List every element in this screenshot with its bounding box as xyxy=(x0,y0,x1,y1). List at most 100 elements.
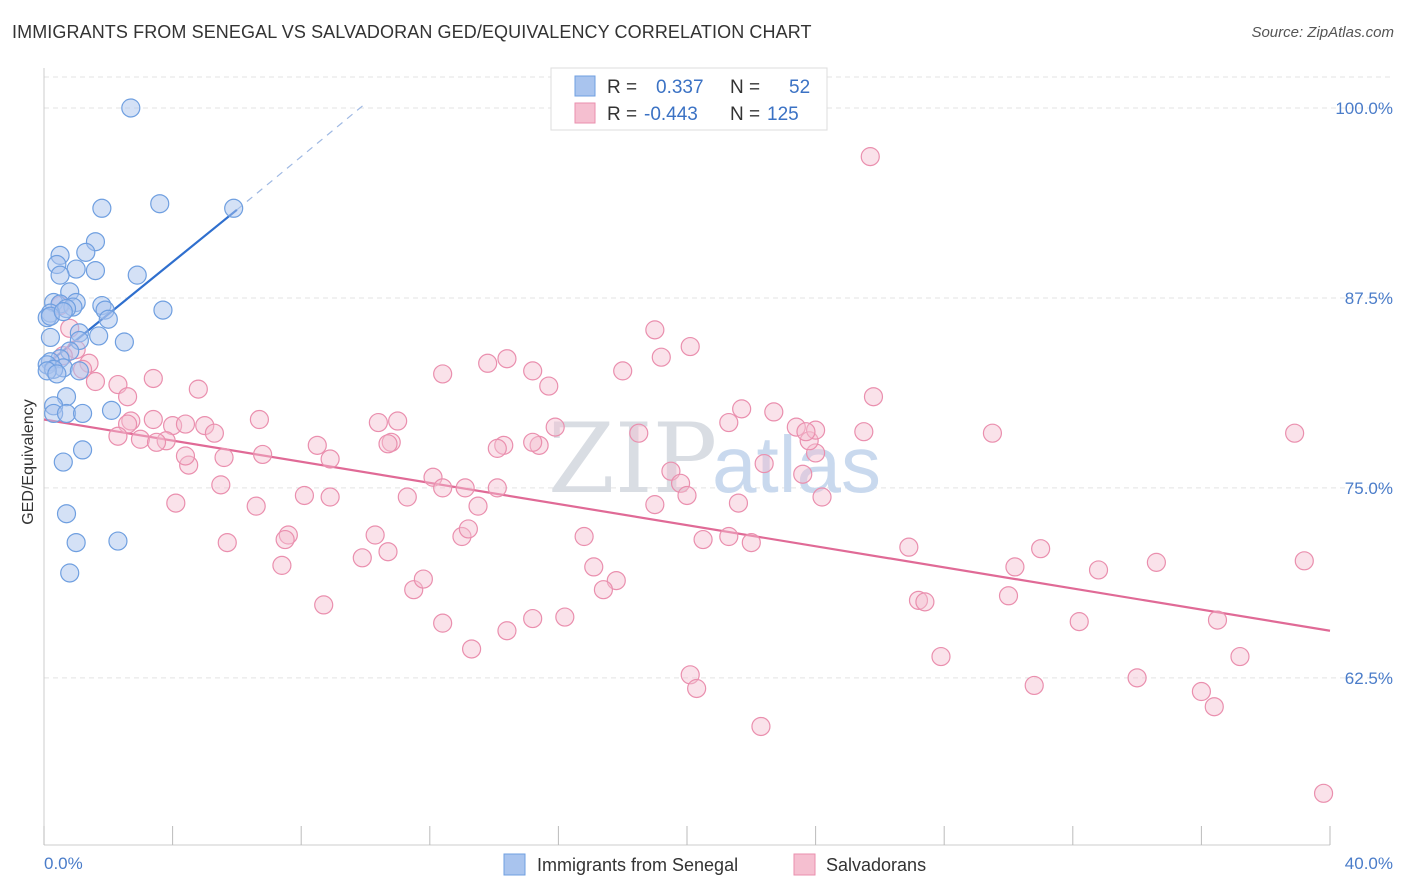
data-point-salvadorans xyxy=(455,478,475,498)
data-point-salvadorans xyxy=(555,607,575,627)
series-salvadorans xyxy=(50,147,1334,803)
legend-n-label: N = xyxy=(730,77,760,98)
legend-label-senegal: Immigrants from Senegal xyxy=(537,855,738,875)
data-point-salvadorans xyxy=(487,478,507,498)
data-point-senegal xyxy=(89,326,109,346)
data-point-senegal xyxy=(60,563,80,583)
data-point-salvadorans xyxy=(249,409,270,430)
data-point-salvadorans xyxy=(143,368,163,389)
axes: 62.5% 75.0% 87.5% 100.0% 0.0% 40.0% xyxy=(43,68,1393,873)
data-point-salvadorans xyxy=(413,569,433,589)
data-point-salvadorans xyxy=(404,580,424,600)
data-point-salvadorans xyxy=(754,453,774,474)
data-point-salvadorans xyxy=(523,608,543,629)
legend-top: R = 0.337 N = 52 R = -0.443 N = 125 xyxy=(550,67,828,131)
data-point-salvadorans xyxy=(497,621,517,641)
data-point-senegal xyxy=(72,440,93,460)
data-point-salvadorans xyxy=(246,496,266,516)
data-point-salvadorans xyxy=(117,387,138,407)
data-point-salvadorans xyxy=(805,443,826,463)
data-point-salvadorans xyxy=(217,532,237,553)
data-point-salvadorans xyxy=(931,646,951,667)
data-point-salvadorans xyxy=(307,435,327,455)
data-point-senegal xyxy=(69,361,89,381)
data-point-salvadorans xyxy=(1005,557,1025,577)
data-point-salvadorans xyxy=(175,414,196,434)
data-point-salvadorans xyxy=(468,496,488,516)
legend-bottom: Immigrants from Senegal Salvadorans xyxy=(503,853,926,876)
data-point-salvadorans xyxy=(397,487,417,507)
data-point-salvadorans xyxy=(272,555,292,575)
data-point-salvadorans xyxy=(1088,560,1109,580)
data-point-salvadorans xyxy=(786,417,806,437)
data-point-salvadorans xyxy=(764,402,784,422)
data-point-salvadorans xyxy=(423,467,443,487)
legend-r-label: R = xyxy=(607,77,637,98)
data-point-senegal xyxy=(224,198,244,218)
data-point-senegal xyxy=(121,98,141,118)
data-point-salvadorans xyxy=(166,493,186,513)
data-point-salvadorans xyxy=(805,420,826,440)
data-point-salvadorans xyxy=(584,557,604,577)
data-point-senegal xyxy=(153,300,173,320)
data-point-salvadorans xyxy=(214,447,234,468)
data-point-salvadorans xyxy=(732,399,752,419)
data-point-senegal xyxy=(47,364,67,384)
data-point-salvadorans xyxy=(1207,610,1228,630)
legend-swatch-senegal xyxy=(503,853,526,876)
data-point-salvadorans xyxy=(1031,539,1051,559)
legend-r-value: -0.443 xyxy=(644,104,698,125)
data-point-salvadorans xyxy=(693,529,713,550)
data-point-salvadorans xyxy=(130,429,151,449)
data-point-senegal xyxy=(72,403,93,424)
legend-n-value: 52 xyxy=(789,77,810,98)
data-point-salvadorans xyxy=(497,349,517,369)
y-tick-label: 100.0% xyxy=(1335,99,1393,118)
data-point-salvadorans xyxy=(1294,551,1314,571)
legend-r-value: 0.337 xyxy=(656,77,704,98)
data-point-salvadorans xyxy=(1230,646,1250,667)
data-point-salvadorans xyxy=(899,537,919,557)
data-point-salvadorans xyxy=(545,417,565,437)
data-point-salvadorans xyxy=(461,639,482,659)
data-point-salvadorans xyxy=(1285,423,1305,443)
data-point-salvadorans xyxy=(863,387,884,407)
data-point-salvadorans xyxy=(998,586,1019,606)
data-point-salvadorans xyxy=(294,485,315,506)
data-point-salvadorans xyxy=(143,409,163,430)
data-point-salvadorans xyxy=(211,475,231,495)
data-point-salvadorans xyxy=(433,613,453,633)
data-point-salvadorans xyxy=(908,590,929,610)
data-point-salvadorans xyxy=(381,432,401,452)
data-point-salvadorans xyxy=(378,434,398,454)
data-point-salvadorans xyxy=(314,595,334,615)
data-point-salvadorans xyxy=(860,147,880,167)
data-point-salvadorans xyxy=(378,542,398,562)
y-axis-title: GED/Equivalency xyxy=(20,399,37,524)
legend-n-value: 125 xyxy=(767,104,799,125)
watermark: ZIP atlas xyxy=(548,403,881,515)
data-point-salvadorans xyxy=(365,525,385,545)
data-point-senegal xyxy=(53,452,73,472)
data-point-salvadorans xyxy=(275,529,295,550)
data-point-salvadorans xyxy=(915,592,935,612)
data-point-salvadorans xyxy=(253,444,273,465)
data-point-salvadorans xyxy=(487,438,507,458)
data-point-salvadorans xyxy=(574,526,594,547)
data-point-salvadorans xyxy=(458,519,478,539)
data-point-salvadorans xyxy=(719,526,739,547)
data-point-salvadorans xyxy=(1024,675,1044,696)
legend-n-label: N = xyxy=(730,104,760,125)
data-point-senegal xyxy=(53,302,73,322)
data-point-salvadorans xyxy=(613,361,633,381)
gridlines xyxy=(44,76,1392,679)
data-point-salvadorans xyxy=(645,320,665,340)
data-point-salvadorans xyxy=(812,487,832,507)
data-point-salvadorans xyxy=(320,487,340,507)
data-point-senegal xyxy=(56,403,77,424)
data-point-salvadorans xyxy=(352,548,372,568)
data-point-salvadorans xyxy=(433,364,453,384)
legend-swatch-salvadorans xyxy=(574,102,596,124)
data-point-salvadorans xyxy=(854,422,874,442)
